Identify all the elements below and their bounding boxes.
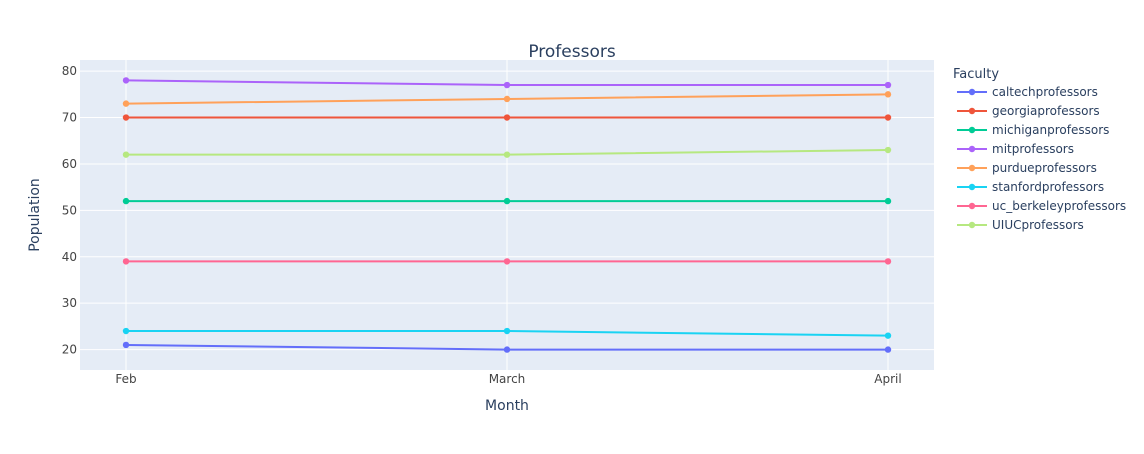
data-point[interactable] xyxy=(503,114,511,121)
data-point[interactable] xyxy=(884,146,892,154)
legend-marker xyxy=(968,145,976,153)
legend-item-uc_berkeleyprofessors[interactable]: uc_berkeleyprofessors xyxy=(957,199,1126,213)
series-UIUCprofessors[interactable] xyxy=(122,146,892,158)
x-tick-label: Feb xyxy=(115,372,136,386)
legend-marker xyxy=(968,126,976,134)
legend-item-stanfordprofessors[interactable]: stanfordprofessors xyxy=(957,180,1104,194)
legend-label: mitprofessors xyxy=(992,142,1074,156)
legend-item-UIUCprofessors[interactable]: UIUCprofessors xyxy=(957,218,1084,232)
legend-label: georgiaprofessors xyxy=(992,104,1100,118)
legend-label: caltechprofessors xyxy=(992,85,1098,99)
y-tick-label: 40 xyxy=(62,250,77,264)
x-tick-label: April xyxy=(874,372,901,386)
series-layer xyxy=(122,77,892,353)
legend-marker xyxy=(968,164,976,172)
series-stanfordprofessors[interactable] xyxy=(122,327,892,339)
y-tick-label: 80 xyxy=(62,64,77,78)
series-georgiaprofessors[interactable] xyxy=(122,114,892,121)
data-point[interactable] xyxy=(122,258,130,265)
legend-item-georgiaprofessors[interactable]: georgiaprofessors xyxy=(957,104,1100,118)
data-point[interactable] xyxy=(503,197,511,205)
data-point[interactable] xyxy=(503,81,511,89)
legend-marker xyxy=(968,183,976,191)
legend-label: stanfordprofessors xyxy=(992,180,1104,194)
series-michiganprofessors[interactable] xyxy=(122,197,892,205)
y-tick-label: 50 xyxy=(62,203,77,217)
y-tick-label: 70 xyxy=(62,111,77,125)
data-point[interactable] xyxy=(503,346,511,353)
y-tick-label: 20 xyxy=(62,343,77,357)
legend-title: Faculty xyxy=(953,67,999,82)
legend-marker xyxy=(968,107,976,115)
legend-marker xyxy=(968,221,976,229)
data-point[interactable] xyxy=(122,197,130,205)
data-point[interactable] xyxy=(884,332,892,339)
chart-title: Professors xyxy=(528,42,616,62)
data-point[interactable] xyxy=(122,77,130,84)
legend-item-purdueprofessors[interactable]: purdueprofessors xyxy=(957,161,1097,175)
data-point[interactable] xyxy=(884,197,892,205)
y-tick-label: 60 xyxy=(62,157,77,171)
legend-label: michiganprofessors xyxy=(992,123,1109,137)
legend-item-mitprofessors[interactable]: mitprofessors xyxy=(957,142,1074,156)
legend-label: uc_berkeleyprofessors xyxy=(992,199,1126,213)
series-uc_berkeleyprofessors[interactable] xyxy=(122,258,892,265)
legend-label: UIUCprofessors xyxy=(992,218,1084,232)
data-point[interactable] xyxy=(503,95,511,103)
legend-item-michiganprofessors[interactable]: michiganprofessors xyxy=(957,123,1109,137)
data-point[interactable] xyxy=(122,327,130,335)
legend: Faculty caltechprofessors georgiaprofesso… xyxy=(953,67,1126,232)
axis-layer: 20 30 40 50 60 70 80 Feb March April xyxy=(62,64,902,386)
data-point[interactable] xyxy=(122,151,130,158)
legend-marker xyxy=(968,202,976,210)
data-point[interactable] xyxy=(884,258,892,265)
series-mitprofessors[interactable] xyxy=(122,77,892,89)
data-point[interactable] xyxy=(122,114,130,121)
legend-marker xyxy=(968,88,976,96)
data-point[interactable] xyxy=(503,258,511,265)
x-axis-title: Month xyxy=(485,398,529,414)
legend-item-caltechprofessors[interactable]: caltechprofessors xyxy=(957,85,1098,99)
data-point[interactable] xyxy=(122,341,130,349)
data-point[interactable] xyxy=(503,151,511,158)
y-tick-label: 30 xyxy=(62,296,77,310)
data-point[interactable] xyxy=(884,346,892,353)
data-point[interactable] xyxy=(884,81,892,89)
legend-label: purdueprofessors xyxy=(992,161,1097,175)
y-axis-title: Population xyxy=(27,178,43,252)
data-point[interactable] xyxy=(884,114,892,121)
data-point[interactable] xyxy=(122,100,130,107)
data-point[interactable] xyxy=(884,91,892,98)
x-tick-label: March xyxy=(489,372,526,386)
series-caltechprofessors[interactable] xyxy=(122,341,892,353)
series-purdueprofessors[interactable] xyxy=(122,91,892,107)
data-point[interactable] xyxy=(503,327,511,335)
